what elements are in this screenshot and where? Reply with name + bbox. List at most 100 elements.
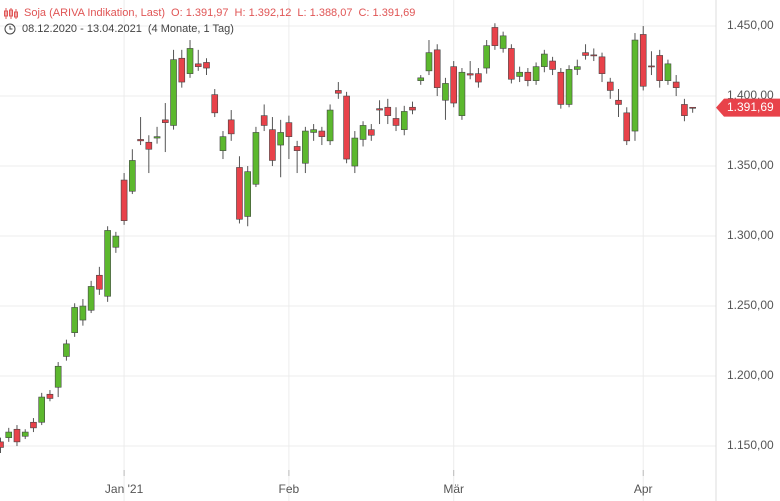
candle-body xyxy=(13,428,21,443)
candle-body xyxy=(549,60,556,70)
header: Soja (ARIVA Indikation, Last) O: 1.391,9… xyxy=(4,5,415,37)
candle-body xyxy=(0,441,4,448)
candle-body xyxy=(211,94,219,114)
candle-body xyxy=(639,34,647,87)
candle-body xyxy=(532,66,540,81)
candle-body xyxy=(153,136,161,139)
candle-body xyxy=(573,66,581,70)
clock-icon xyxy=(4,23,16,35)
price-tag-label: 1.391,69 xyxy=(727,100,774,114)
candle-body xyxy=(433,49,441,88)
candle-icon xyxy=(4,7,18,19)
title: Soja (ARIVA Indikation, Last) xyxy=(24,7,166,19)
candle-body xyxy=(227,119,235,135)
candle-body xyxy=(598,56,606,74)
candle-body xyxy=(145,141,153,150)
candle-body xyxy=(541,53,548,67)
candle-body xyxy=(565,69,573,105)
candle-body xyxy=(129,160,136,192)
date-range: 08.12.2020 - 13.04.2021 xyxy=(22,23,142,35)
x-tick-label: Apr xyxy=(634,482,653,496)
candle-body xyxy=(475,73,482,83)
candle-body xyxy=(186,48,194,74)
candle-body xyxy=(46,393,54,399)
candle-body xyxy=(681,104,688,116)
candle-body xyxy=(21,431,29,437)
candle-body xyxy=(285,122,293,137)
candle-body xyxy=(615,99,622,105)
candle-body xyxy=(277,132,284,146)
candle-body xyxy=(170,59,177,126)
candle-body xyxy=(359,125,367,140)
ohlc-open: O: 1.391,97 xyxy=(171,7,229,19)
candle-body xyxy=(269,129,276,161)
candle-body xyxy=(623,112,631,142)
candle-body xyxy=(466,73,474,76)
candle-body xyxy=(689,106,696,109)
candle-body xyxy=(409,106,416,111)
candle-body xyxy=(458,71,466,116)
candle-body xyxy=(590,54,598,57)
candle-body xyxy=(376,108,383,111)
candle-body xyxy=(524,71,532,81)
candle-body xyxy=(417,77,425,81)
candle-body xyxy=(400,111,408,130)
candle-body xyxy=(104,230,111,297)
candle-body xyxy=(30,421,37,429)
candle-body xyxy=(631,39,639,132)
candle-body xyxy=(557,71,565,105)
candle-body xyxy=(71,307,78,333)
y-tick-label: 1.350,00 xyxy=(727,158,774,172)
price-tag xyxy=(716,98,780,117)
candle-body xyxy=(442,83,449,101)
candle-body xyxy=(203,62,210,69)
candle-body xyxy=(326,109,334,142)
header-row: Soja (ARIVA Indikation, Last) O: 1.391,9… xyxy=(4,5,415,21)
candle-body xyxy=(508,48,515,80)
candle-body xyxy=(384,106,392,116)
y-tick-label: 1.200,00 xyxy=(727,368,774,382)
candle-body xyxy=(516,71,523,77)
candle-body xyxy=(664,63,672,81)
candle-body xyxy=(178,57,186,83)
candle-body xyxy=(244,171,251,217)
candle-body xyxy=(112,235,120,248)
candle-body xyxy=(672,81,680,88)
candle-body xyxy=(483,45,490,69)
candle-body xyxy=(219,136,227,151)
y-tick-label: 1.250,00 xyxy=(727,298,774,312)
candle-body xyxy=(425,52,433,72)
candle-body xyxy=(260,115,268,126)
candle-body xyxy=(96,274,103,290)
x-tick-label: Feb xyxy=(279,482,300,496)
candle-body xyxy=(293,146,301,151)
candle-body xyxy=(648,65,655,68)
candle-body xyxy=(351,137,359,167)
header-row: 08.12.2020 - 13.04.2021 (4 Monate, 1 Tag… xyxy=(4,21,415,37)
ohlc-high: H: 1.392,12 xyxy=(234,7,292,19)
candle-body xyxy=(392,118,400,126)
candle-body xyxy=(252,132,260,185)
candle-body xyxy=(302,130,309,164)
candle-body xyxy=(335,90,342,94)
duration: (4 Monate, 1 Tag) xyxy=(147,23,234,35)
candle-body xyxy=(38,396,46,423)
candle-body xyxy=(137,139,144,142)
candle-body xyxy=(54,365,62,388)
candle-body xyxy=(491,27,499,46)
x-tick-label: Mär xyxy=(443,482,464,496)
candle-body xyxy=(120,179,128,221)
candle-body xyxy=(582,52,589,56)
candle-body xyxy=(236,167,243,220)
candle-body xyxy=(499,35,507,49)
ohlc-close: C: 1.391,69 xyxy=(358,7,416,19)
x-tick-label: Jan '21 xyxy=(105,482,144,496)
candle-body xyxy=(343,95,350,160)
candle-body xyxy=(5,431,13,438)
candle-body xyxy=(450,66,458,104)
candle-body xyxy=(367,129,375,136)
candle-body xyxy=(606,81,614,91)
candle-body xyxy=(79,305,87,321)
